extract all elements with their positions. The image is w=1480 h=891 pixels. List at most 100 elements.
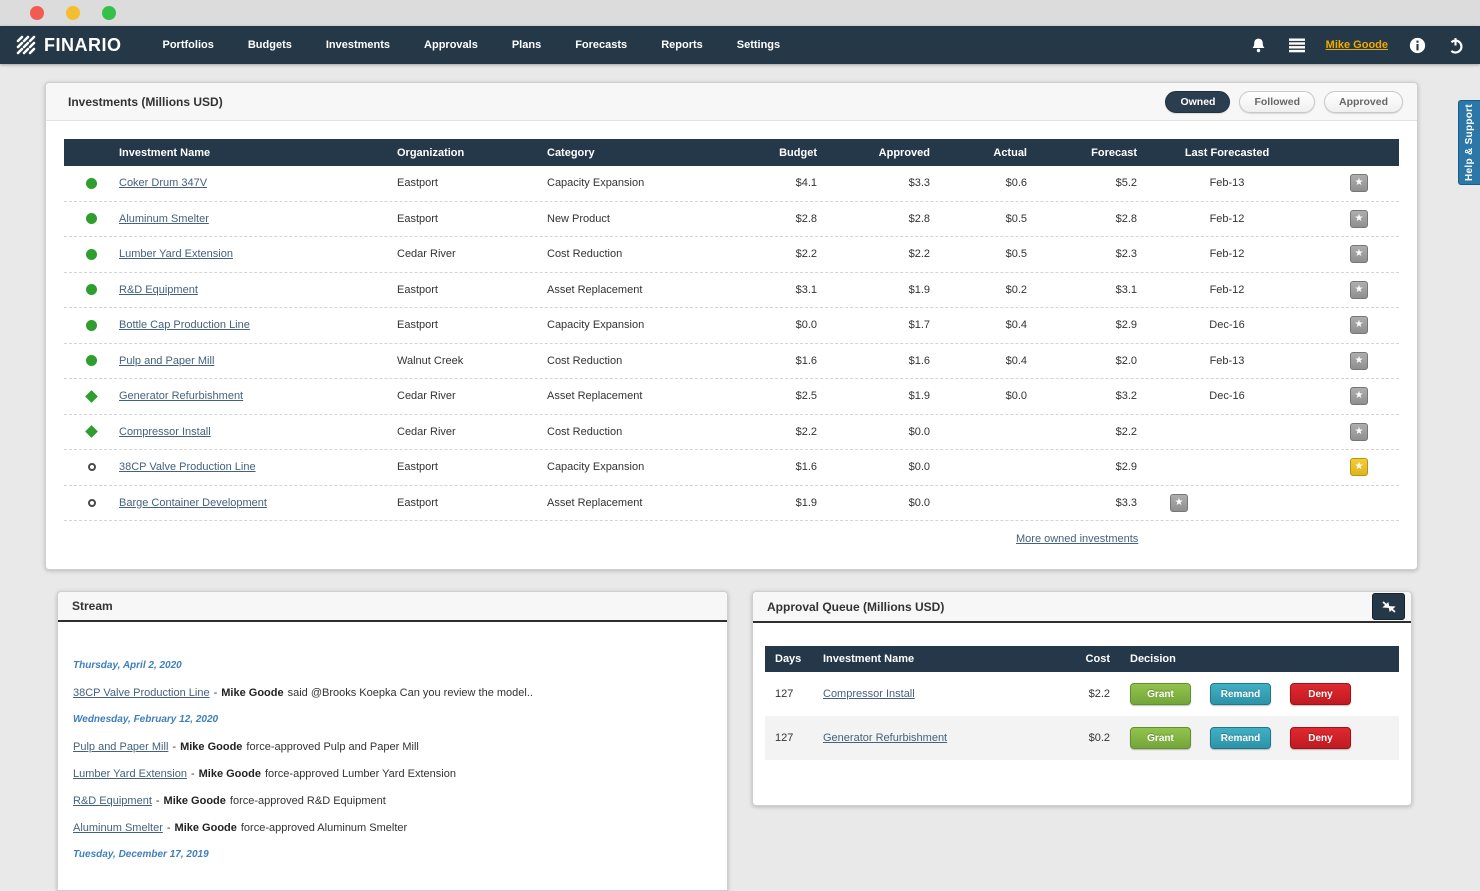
investment-link[interactable]: Aluminum Smelter <box>119 212 209 225</box>
actual-cell: $0.2 <box>1005 283 1027 296</box>
investment-link[interactable]: R&D Equipment <box>119 283 198 296</box>
remand-button[interactable]: Remand <box>1210 683 1271 705</box>
last-forecasted-cell: Dec-16 <box>1209 319 1245 332</box>
stream-item: Pulp and Paper Mill - Mike Goode force-a… <box>73 733 711 760</box>
last-forecasted-cell: Feb-12 <box>1209 283 1245 296</box>
follow-star-button[interactable] <box>1350 209 1368 228</box>
col-header-cost: Cost <box>1085 653 1110 665</box>
approval-investment-link[interactable]: Compressor Install <box>823 688 915 700</box>
approval-row: 127 Generator Refurbishment $0.2 Grant R… <box>765 716 1399 760</box>
investment-link[interactable]: Bottle Cap Production Line <box>119 319 250 332</box>
nav-item-budgets[interactable]: Budgets <box>247 39 292 51</box>
follow-star-button[interactable] <box>1170 493 1188 512</box>
forecast-cell: $2.0 <box>1115 354 1137 367</box>
window-zoom-button[interactable] <box>102 6 116 20</box>
investment-link[interactable]: Compressor Install <box>119 425 211 438</box>
filter-approved-button[interactable]: Approved <box>1323 90 1403 113</box>
investment-link[interactable]: Barge Container Development <box>119 496 267 509</box>
finario-logo-icon <box>14 33 38 57</box>
collapse-arrows-icon <box>1381 600 1397 614</box>
follow-star-button[interactable] <box>1350 351 1368 370</box>
stream-item-link[interactable]: R&D Equipment <box>73 794 152 807</box>
approved-cell: $1.6 <box>908 354 930 367</box>
nav-menu: Portfolios Budgets Investments Approvals… <box>146 27 798 63</box>
last-forecasted-cell: Dec-16 <box>1209 390 1245 403</box>
last-forecasted-cell: Feb-13 <box>1209 177 1245 190</box>
top-navbar: FINARIO Portfolios Budgets Investments A… <box>0 26 1480 64</box>
more-owned-investments-link[interactable]: More owned investments <box>1016 533 1139 545</box>
col-header-decision: Decision <box>1130 653 1176 665</box>
collapse-panel-button[interactable] <box>1372 593 1405 620</box>
follow-star-button[interactable] <box>1350 387 1368 406</box>
approved-cell: $0.0 <box>908 425 930 438</box>
stream-item-link[interactable]: Pulp and Paper Mill <box>73 740 169 753</box>
investment-link[interactable]: Pulp and Paper Mill <box>119 354 215 367</box>
grant-button[interactable]: Grant <box>1130 727 1191 749</box>
window-close-button[interactable] <box>30 6 44 20</box>
stream-panel-title: Stream <box>72 599 113 613</box>
help-support-label: Help & Support <box>1464 104 1475 181</box>
category-cell: Asset Replacement <box>547 496 643 509</box>
col-header-last-forecasted: Last Forecasted <box>1184 146 1270 159</box>
investment-link[interactable]: 38CP Valve Production Line <box>119 461 256 474</box>
follow-star-button[interactable] <box>1350 316 1368 335</box>
follow-star-button[interactable] <box>1350 245 1368 264</box>
deny-button[interactable]: Deny <box>1290 683 1351 705</box>
nav-item-portfolios[interactable]: Portfolios <box>162 39 214 51</box>
category-cell: Cost Reduction <box>547 354 623 367</box>
filter-followed-button[interactable]: Followed <box>1239 90 1315 113</box>
investment-link[interactable]: Generator Refurbishment <box>119 390 244 403</box>
filter-owned-button[interactable]: Owned <box>1165 90 1231 113</box>
window-minimize-button[interactable] <box>66 6 80 20</box>
approval-investment-link[interactable]: Generator Refurbishment <box>823 732 948 744</box>
category-cell: Capacity Expansion <box>547 319 645 332</box>
approved-cell: $0.0 <box>908 461 930 474</box>
approval-panel-header: Approval Queue (Millions USD) <box>753 592 1411 623</box>
budget-cell: $2.2 <box>795 248 817 261</box>
approval-queue-panel: Approval Queue (Millions USD) Days Inves… <box>752 591 1412 806</box>
deny-button[interactable]: Deny <box>1290 727 1351 749</box>
nav-item-reports[interactable]: Reports <box>661 39 703 51</box>
stream-item-link[interactable]: Lumber Yard Extension <box>73 767 187 780</box>
brand-name: FINARIO <box>44 34 122 55</box>
nav-item-investments[interactable]: Investments <box>325 39 391 51</box>
info-icon[interactable] <box>1408 36 1426 54</box>
investments-table-header: Investment Name Organization Category Bu… <box>64 139 1399 166</box>
follow-star-button[interactable] <box>1350 280 1368 299</box>
follow-star-button[interactable] <box>1350 422 1368 441</box>
forecast-cell: $3.2 <box>1115 390 1137 403</box>
nav-item-forecasts[interactable]: Forecasts <box>575 39 628 51</box>
stream-item-link[interactable]: 38CP Valve Production Line <box>73 686 210 699</box>
stream-item-text: force-approved Aluminum Smelter <box>240 821 408 834</box>
remand-button[interactable]: Remand <box>1210 727 1271 749</box>
stream-item-user: Mike Goode <box>180 740 243 753</box>
grant-button[interactable]: Grant <box>1130 683 1191 705</box>
stream-date-header: Wednesday, February 12, 2020 <box>73 714 219 725</box>
actual-cell: $0.5 <box>1005 212 1027 225</box>
finario-brand[interactable]: FINARIO <box>14 33 122 57</box>
stream-item-link[interactable]: Aluminum Smelter <box>73 821 163 834</box>
investment-link[interactable]: Lumber Yard Extension <box>119 248 233 261</box>
status-icon <box>85 389 98 403</box>
forecast-cell: $5.2 <box>1115 177 1137 190</box>
nav-item-settings[interactable]: Settings <box>736 39 781 51</box>
nav-item-plans[interactable]: Plans <box>511 39 542 51</box>
forecast-cell: $2.8 <box>1115 212 1137 225</box>
table-row: Compressor Install Cedar River Cost Redu… <box>64 415 1399 450</box>
stream-panel: Stream Thursday, April 2, 2020 38CP Valv… <box>57 591 728 891</box>
nav-item-approvals[interactable]: Approvals <box>424 39 478 51</box>
follow-star-button[interactable] <box>1350 174 1368 193</box>
forecast-cell: $2.3 <box>1115 248 1137 261</box>
stream-item-user: Mike Goode <box>221 686 284 699</box>
status-icon <box>86 319 97 331</box>
forecast-cell: $2.9 <box>1115 319 1137 332</box>
logout-power-icon[interactable] <box>1446 36 1464 54</box>
notifications-bell-icon[interactable] <box>1250 36 1268 54</box>
follow-star-button[interactable] <box>1350 458 1368 477</box>
help-support-tab[interactable]: Help & Support <box>1458 100 1480 185</box>
organization-cell: Eastport <box>397 319 438 332</box>
user-profile-link[interactable]: Mike Goode <box>1325 39 1388 51</box>
list-menu-icon[interactable] <box>1288 36 1306 54</box>
budget-cell: $0.0 <box>795 319 817 332</box>
investment-link[interactable]: Coker Drum 347V <box>119 177 208 190</box>
